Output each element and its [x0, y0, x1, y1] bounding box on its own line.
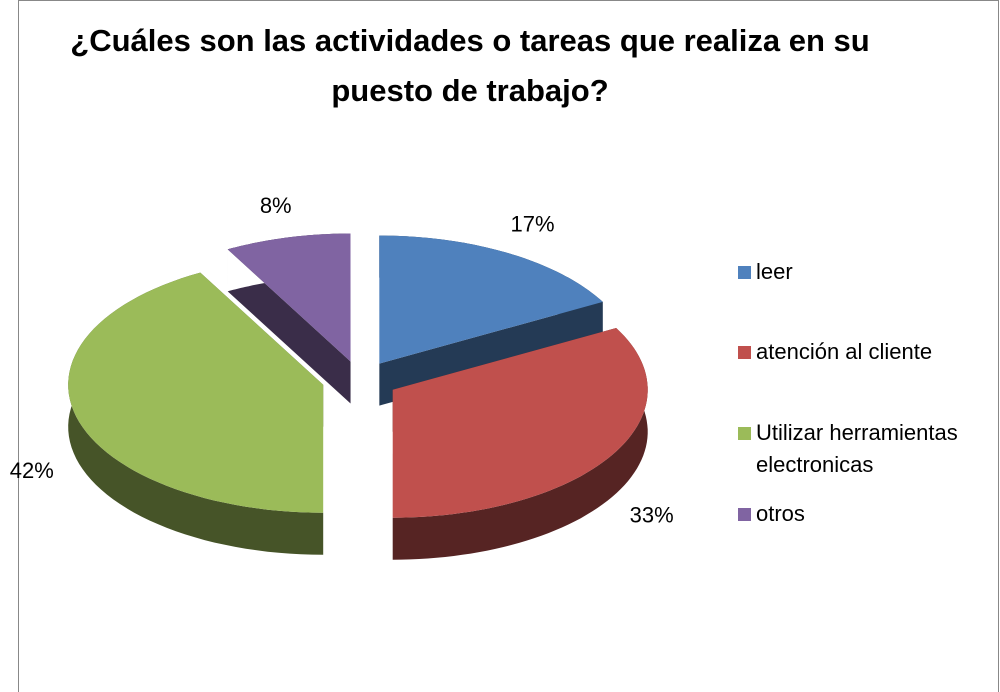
data-label: 8% [260, 193, 292, 218]
data-label: 33% [630, 502, 674, 527]
legend-label: Utilizar herramientas electronicas [756, 420, 958, 477]
data-label: 17% [510, 211, 554, 236]
legend-label: leer [756, 259, 793, 284]
legend-label: otros [756, 501, 805, 526]
legend-swatch [738, 427, 751, 440]
slice [227, 233, 351, 362]
legend-label: atención al cliente [756, 339, 933, 364]
chart-border [18, 0, 999, 692]
chart-title: ¿Cuáles son las actividades o tareas que… [70, 23, 870, 108]
data-label: 42% [10, 458, 54, 483]
slice [68, 272, 324, 513]
legend-swatch [738, 266, 751, 279]
legend-swatch [738, 508, 751, 521]
legend-swatch [738, 346, 751, 359]
slice [392, 328, 648, 518]
slice [379, 235, 603, 364]
